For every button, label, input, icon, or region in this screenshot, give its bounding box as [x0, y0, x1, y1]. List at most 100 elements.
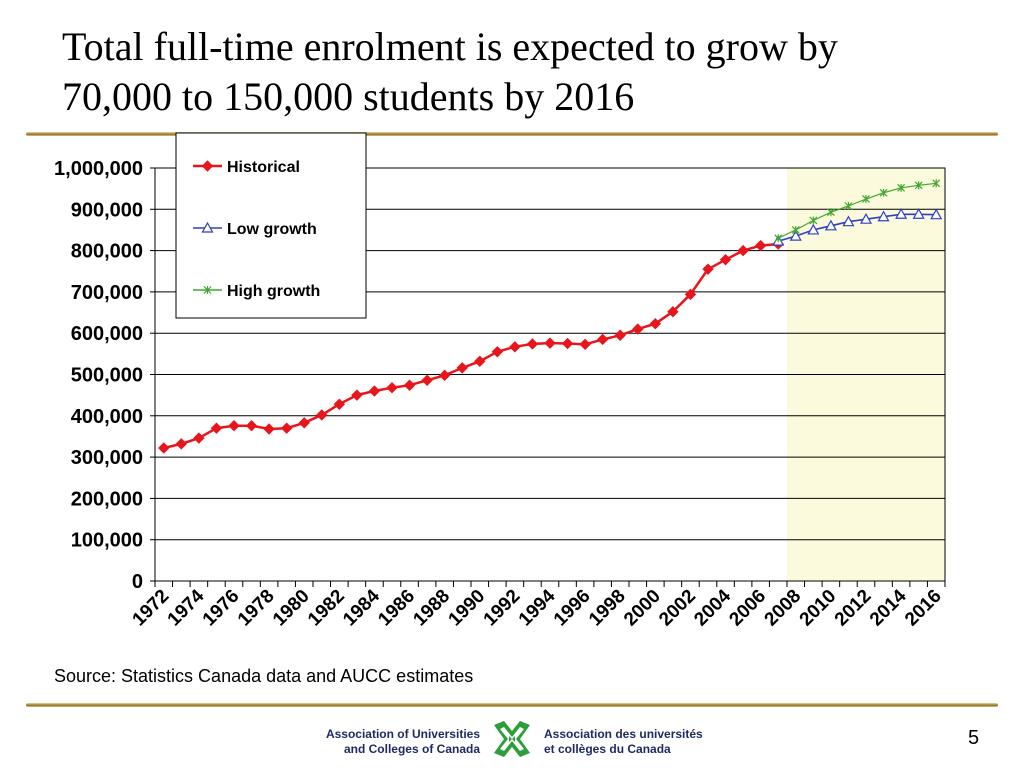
y-tick-label: 700,000 [71, 282, 143, 304]
series-high-growth [774, 179, 941, 243]
x-tick-label: 1990 [445, 586, 490, 631]
data-point-marker [333, 398, 346, 410]
data-point-marker [403, 379, 416, 391]
data-point-marker [737, 244, 749, 257]
data-point-marker [561, 337, 574, 350]
data-point-marker [228, 420, 240, 432]
data-point-marker [719, 253, 732, 266]
enrolment-line-chart: 0 100,000 200,000 300,000 400,000 500,000 600,… [54, 132, 946, 631]
data-point-marker [897, 183, 906, 192]
data-point-marker [351, 389, 363, 401]
data-point-marker [895, 208, 908, 219]
series-layer [158, 179, 943, 454]
data-point-marker [667, 306, 679, 318]
series-historical [158, 238, 784, 454]
y-tick-label: 200,000 [71, 488, 143, 510]
x-tick-label: 2016 [901, 586, 946, 631]
data-point-marker [438, 369, 451, 382]
data-point-marker [263, 423, 275, 435]
data-point-marker [175, 438, 188, 450]
x-tick-label: 1982 [304, 586, 349, 631]
legend-label: Low growth [227, 221, 317, 238]
data-point-marker [649, 317, 662, 330]
x-tick-label: 2006 [725, 586, 770, 631]
footer-french-line-1: Association des universités [544, 727, 703, 741]
x-tick-label: 2014 [866, 585, 911, 630]
data-point-marker [809, 216, 818, 225]
legend-label: Historical [227, 159, 300, 176]
footer-english-line-2: and Colleges of Canada [343, 742, 480, 756]
x-tick-label: 1988 [409, 586, 454, 631]
data-point-marker [859, 212, 873, 224]
slide-title-line-2: 70,000 to 150,000 students by 2016 [62, 74, 635, 119]
slide-title: Total full-time enrolment is expected to… [62, 22, 1002, 122]
y-tick-label: 400,000 [71, 406, 143, 428]
data-point-marker [632, 323, 644, 335]
data-point-marker [930, 208, 943, 220]
x-tick-label: 2010 [796, 586, 841, 631]
aucc-logo-icon [494, 721, 530, 757]
legend-entry: High growth [193, 283, 320, 300]
footer-org-name-english: Association of Universities and Colleges… [312, 727, 480, 757]
x-tick-label: 2004 [690, 585, 735, 630]
y-tick-label: 900,000 [71, 199, 143, 221]
data-point-marker [298, 417, 310, 429]
data-point-marker [824, 219, 837, 231]
x-tick-label: 1976 [199, 586, 244, 631]
page-number: 5 [968, 727, 980, 749]
top-divider [26, 132, 998, 136]
data-point-marker [280, 422, 293, 434]
data-point-marker [203, 286, 212, 294]
x-tick-label: 1994 [515, 585, 560, 630]
y-tick-label: 0 [132, 571, 143, 593]
data-point-marker [844, 201, 853, 210]
data-point-marker [877, 210, 890, 222]
y-tick-label: 600,000 [71, 323, 143, 345]
data-point-marker [193, 432, 205, 444]
data-point-marker [596, 333, 609, 346]
data-point-marker [509, 341, 521, 353]
data-point-marker [791, 225, 800, 234]
data-point-marker [826, 208, 835, 217]
data-point-marker [932, 179, 941, 188]
x-tick-label: 2008 [761, 586, 806, 631]
data-point-marker [526, 338, 539, 350]
data-point-marker [544, 337, 556, 349]
x-tick-label: 1996 [550, 586, 595, 631]
x-tick-label: 1986 [374, 586, 419, 631]
y-tick-label: 800,000 [71, 241, 143, 263]
plot-area-frame [154, 167, 946, 582]
data-point-marker [456, 362, 468, 374]
x-tick-label: 1980 [269, 586, 314, 631]
data-point-marker [842, 215, 855, 227]
legend-entry: Low growth [193, 221, 317, 238]
chart-legend: Historical Low growth High growth [175, 132, 367, 319]
legend-entry: Historical [193, 159, 300, 176]
data-point-marker [807, 223, 820, 235]
source-note: Source: Statistics Canada data and AUCC … [54, 666, 474, 686]
data-point-marker [158, 442, 170, 454]
footer-french-line-2: et collèges du Canada [544, 742, 671, 756]
y-tick-label: 100,000 [71, 530, 143, 552]
data-point-marker [862, 194, 870, 203]
y-tick-label: 500,000 [71, 365, 143, 387]
data-point-marker [774, 234, 783, 243]
footer-english-line-1: Association of Universities [325, 727, 480, 741]
y-tick-label: 1,000,000 [54, 158, 143, 180]
data-point-marker [210, 422, 223, 434]
series-line [777, 213, 937, 242]
data-point-marker [474, 355, 486, 367]
x-tick-label: 1974 [164, 585, 209, 630]
data-point-marker [684, 288, 697, 301]
data-point-marker [579, 338, 591, 351]
slide-title-line-1: Total full-time enrolment is expected to… [62, 24, 838, 69]
data-point-marker [245, 420, 258, 432]
footer-org-name-french: Association des universités et collèges … [544, 727, 744, 757]
x-tick-label: 2000 [620, 586, 665, 631]
x-tick-label: 1992 [480, 586, 525, 631]
bottom-divider [26, 703, 998, 707]
y-tick-label: 300,000 [71, 447, 143, 469]
legend-label: High growth [227, 283, 320, 300]
data-point-marker [614, 329, 626, 341]
data-point-marker [316, 409, 328, 421]
